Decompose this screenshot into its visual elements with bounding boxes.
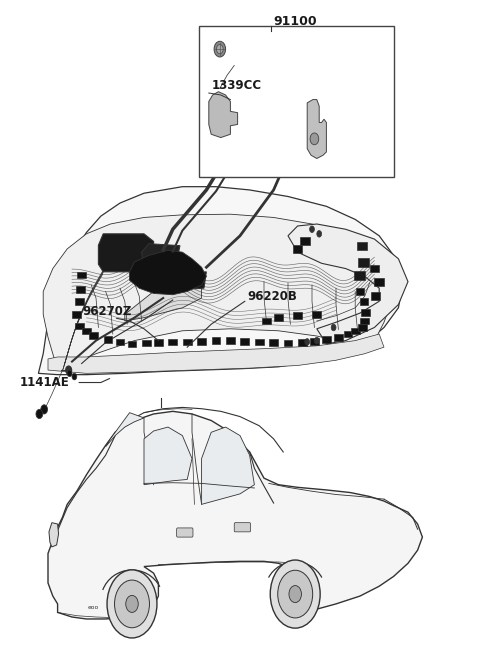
Polygon shape [125, 280, 202, 321]
Circle shape [107, 570, 157, 638]
Bar [255, 339, 264, 345]
Bar [168, 339, 177, 345]
Circle shape [67, 370, 72, 377]
Bar [293, 312, 302, 319]
Text: eoo: eoo [88, 605, 99, 610]
Circle shape [41, 405, 48, 414]
Bar [76, 286, 85, 293]
Circle shape [310, 226, 314, 233]
Bar [262, 318, 271, 324]
Bar [357, 242, 367, 250]
Bar [360, 318, 369, 324]
Polygon shape [144, 427, 192, 485]
Bar [358, 324, 367, 331]
Polygon shape [209, 92, 238, 138]
Circle shape [314, 337, 319, 344]
Bar [334, 334, 343, 341]
Bar [356, 288, 364, 295]
Bar [322, 336, 331, 343]
Polygon shape [49, 523, 59, 547]
Circle shape [66, 366, 72, 374]
Circle shape [270, 560, 320, 628]
Bar [116, 339, 124, 345]
Bar [298, 339, 307, 346]
Bar [75, 323, 84, 329]
Polygon shape [130, 250, 206, 295]
Bar [370, 265, 379, 272]
Circle shape [216, 45, 223, 54]
Text: 1339CC: 1339CC [211, 79, 261, 92]
FancyBboxPatch shape [234, 523, 251, 532]
Circle shape [72, 373, 77, 380]
Polygon shape [106, 413, 144, 447]
Bar [351, 328, 360, 334]
Polygon shape [142, 244, 180, 270]
Bar [274, 314, 283, 321]
Bar [82, 328, 91, 334]
Bar [199, 26, 394, 177]
Circle shape [36, 409, 43, 419]
Polygon shape [288, 224, 408, 344]
Bar [142, 340, 151, 346]
Bar [361, 309, 370, 316]
Bar [183, 339, 192, 345]
Bar [89, 332, 98, 339]
Circle shape [278, 571, 312, 618]
Bar [293, 245, 302, 253]
Circle shape [115, 580, 149, 627]
Bar [284, 340, 292, 346]
Bar [344, 331, 352, 337]
Polygon shape [38, 187, 403, 375]
Text: 96270Z: 96270Z [83, 305, 132, 318]
Bar [72, 311, 81, 318]
Bar [360, 298, 368, 305]
Bar [197, 338, 206, 345]
Text: 1141AE: 1141AE [19, 376, 69, 389]
Bar [300, 237, 310, 245]
Polygon shape [307, 100, 326, 159]
Bar [154, 339, 163, 346]
Bar [358, 258, 369, 267]
FancyBboxPatch shape [177, 528, 193, 537]
Circle shape [126, 595, 138, 612]
Bar [77, 272, 86, 278]
Polygon shape [202, 427, 254, 504]
Text: 96220B: 96220B [247, 290, 297, 303]
Bar [269, 339, 278, 346]
Circle shape [305, 339, 310, 345]
Bar [104, 336, 112, 343]
Polygon shape [182, 272, 206, 290]
Bar [374, 278, 384, 286]
Circle shape [310, 133, 319, 145]
Circle shape [317, 231, 322, 237]
Bar [128, 341, 136, 347]
Bar [240, 338, 249, 345]
Text: 91100: 91100 [274, 14, 317, 28]
Polygon shape [48, 334, 384, 373]
Bar [75, 298, 84, 305]
Bar [354, 271, 365, 280]
Polygon shape [98, 234, 154, 272]
Bar [371, 292, 380, 300]
Bar [212, 337, 220, 344]
Bar [310, 338, 319, 345]
Bar [312, 311, 321, 318]
Bar [226, 337, 235, 344]
Circle shape [331, 324, 336, 331]
Circle shape [289, 586, 301, 603]
Circle shape [214, 41, 226, 57]
Polygon shape [43, 214, 394, 370]
Polygon shape [48, 411, 422, 619]
